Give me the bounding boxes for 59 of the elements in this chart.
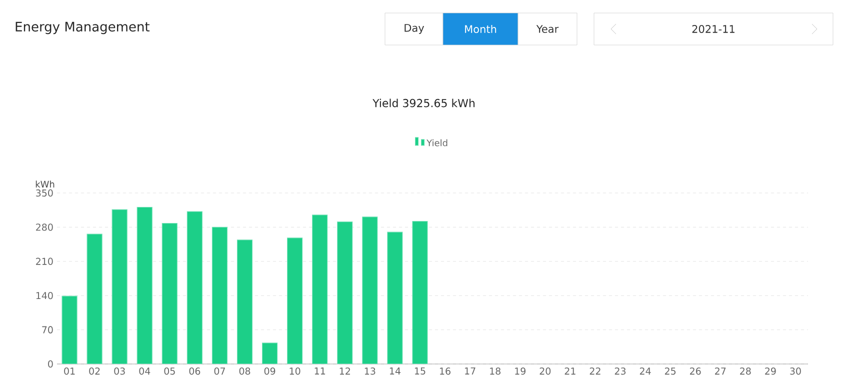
bar bbox=[162, 222, 178, 364]
x-tick-label: 25 bbox=[664, 368, 676, 375]
x-tick-label: 19 bbox=[515, 368, 526, 375]
y-tick-label: 140 bbox=[36, 292, 53, 300]
y-tick-label: 0 bbox=[48, 360, 53, 368]
x-tick-label: 11 bbox=[314, 368, 326, 374]
x-tick-label: 13 bbox=[364, 368, 376, 375]
x-tick-label: 17 bbox=[465, 368, 476, 374]
x-tick-label: 07 bbox=[214, 368, 225, 375]
x-tick-label: 02 bbox=[89, 368, 100, 375]
text: Day bbox=[404, 24, 424, 34]
bar bbox=[136, 206, 152, 364]
bar bbox=[236, 240, 253, 364]
bar bbox=[412, 221, 428, 364]
bar bbox=[262, 342, 278, 364]
x-tick-label: 03 bbox=[114, 368, 125, 375]
bar bbox=[287, 238, 303, 364]
bar bbox=[186, 211, 202, 364]
y-tick-label: 70 bbox=[42, 326, 53, 334]
y-tick-label: 210 bbox=[36, 258, 53, 265]
x-tick-label: 14 bbox=[390, 368, 400, 374]
x-tick-label: 27 bbox=[715, 368, 726, 375]
y-tick-label: 350 bbox=[36, 189, 53, 197]
x-tick-label: 22 bbox=[590, 368, 600, 375]
chart-subtitle: Yield 3925.65 kWh bbox=[372, 98, 475, 108]
bar bbox=[112, 209, 128, 364]
x-tick-label: 05 bbox=[164, 368, 175, 375]
x-tick-label: 29 bbox=[765, 368, 776, 375]
x-tick-label: 16 bbox=[440, 368, 450, 375]
y-axis-title: kWh bbox=[36, 180, 54, 188]
x-tick-label: 15 bbox=[414, 368, 426, 375]
bar bbox=[362, 216, 378, 364]
x-tick-label: 20 bbox=[540, 368, 551, 375]
x-tick-label: 04 bbox=[139, 368, 150, 375]
bar bbox=[387, 232, 403, 364]
y-tick-label: 280 bbox=[36, 224, 53, 231]
x-tick-label: 06 bbox=[189, 368, 200, 375]
chart-title: Energy Management bbox=[16, 22, 150, 34]
bar bbox=[312, 214, 328, 364]
x-tick-label: 01 bbox=[64, 368, 75, 375]
text: Year bbox=[536, 25, 559, 33]
bar bbox=[212, 226, 228, 364]
x-tick-label: 10 bbox=[290, 368, 300, 375]
bar bbox=[86, 234, 102, 364]
bar bbox=[62, 296, 78, 364]
x-tick-label: 09 bbox=[264, 368, 276, 375]
x-tick-label: 08 bbox=[239, 368, 250, 375]
x-tick-label: 28 bbox=[740, 368, 751, 375]
text: 2021-11 bbox=[692, 25, 734, 33]
bar bbox=[337, 222, 353, 364]
x-tick-label: 21 bbox=[564, 368, 576, 375]
legend-label: Yield bbox=[426, 139, 448, 146]
x-tick-label: 12 bbox=[340, 368, 350, 375]
x-tick-label: 24 bbox=[640, 368, 651, 375]
x-tick-label: 23 bbox=[614, 368, 626, 375]
text: Month bbox=[465, 24, 496, 34]
x-tick-label: 18 bbox=[490, 368, 500, 375]
x-tick-label: 26 bbox=[690, 368, 701, 375]
x-tick-label: 30 bbox=[790, 368, 801, 375]
